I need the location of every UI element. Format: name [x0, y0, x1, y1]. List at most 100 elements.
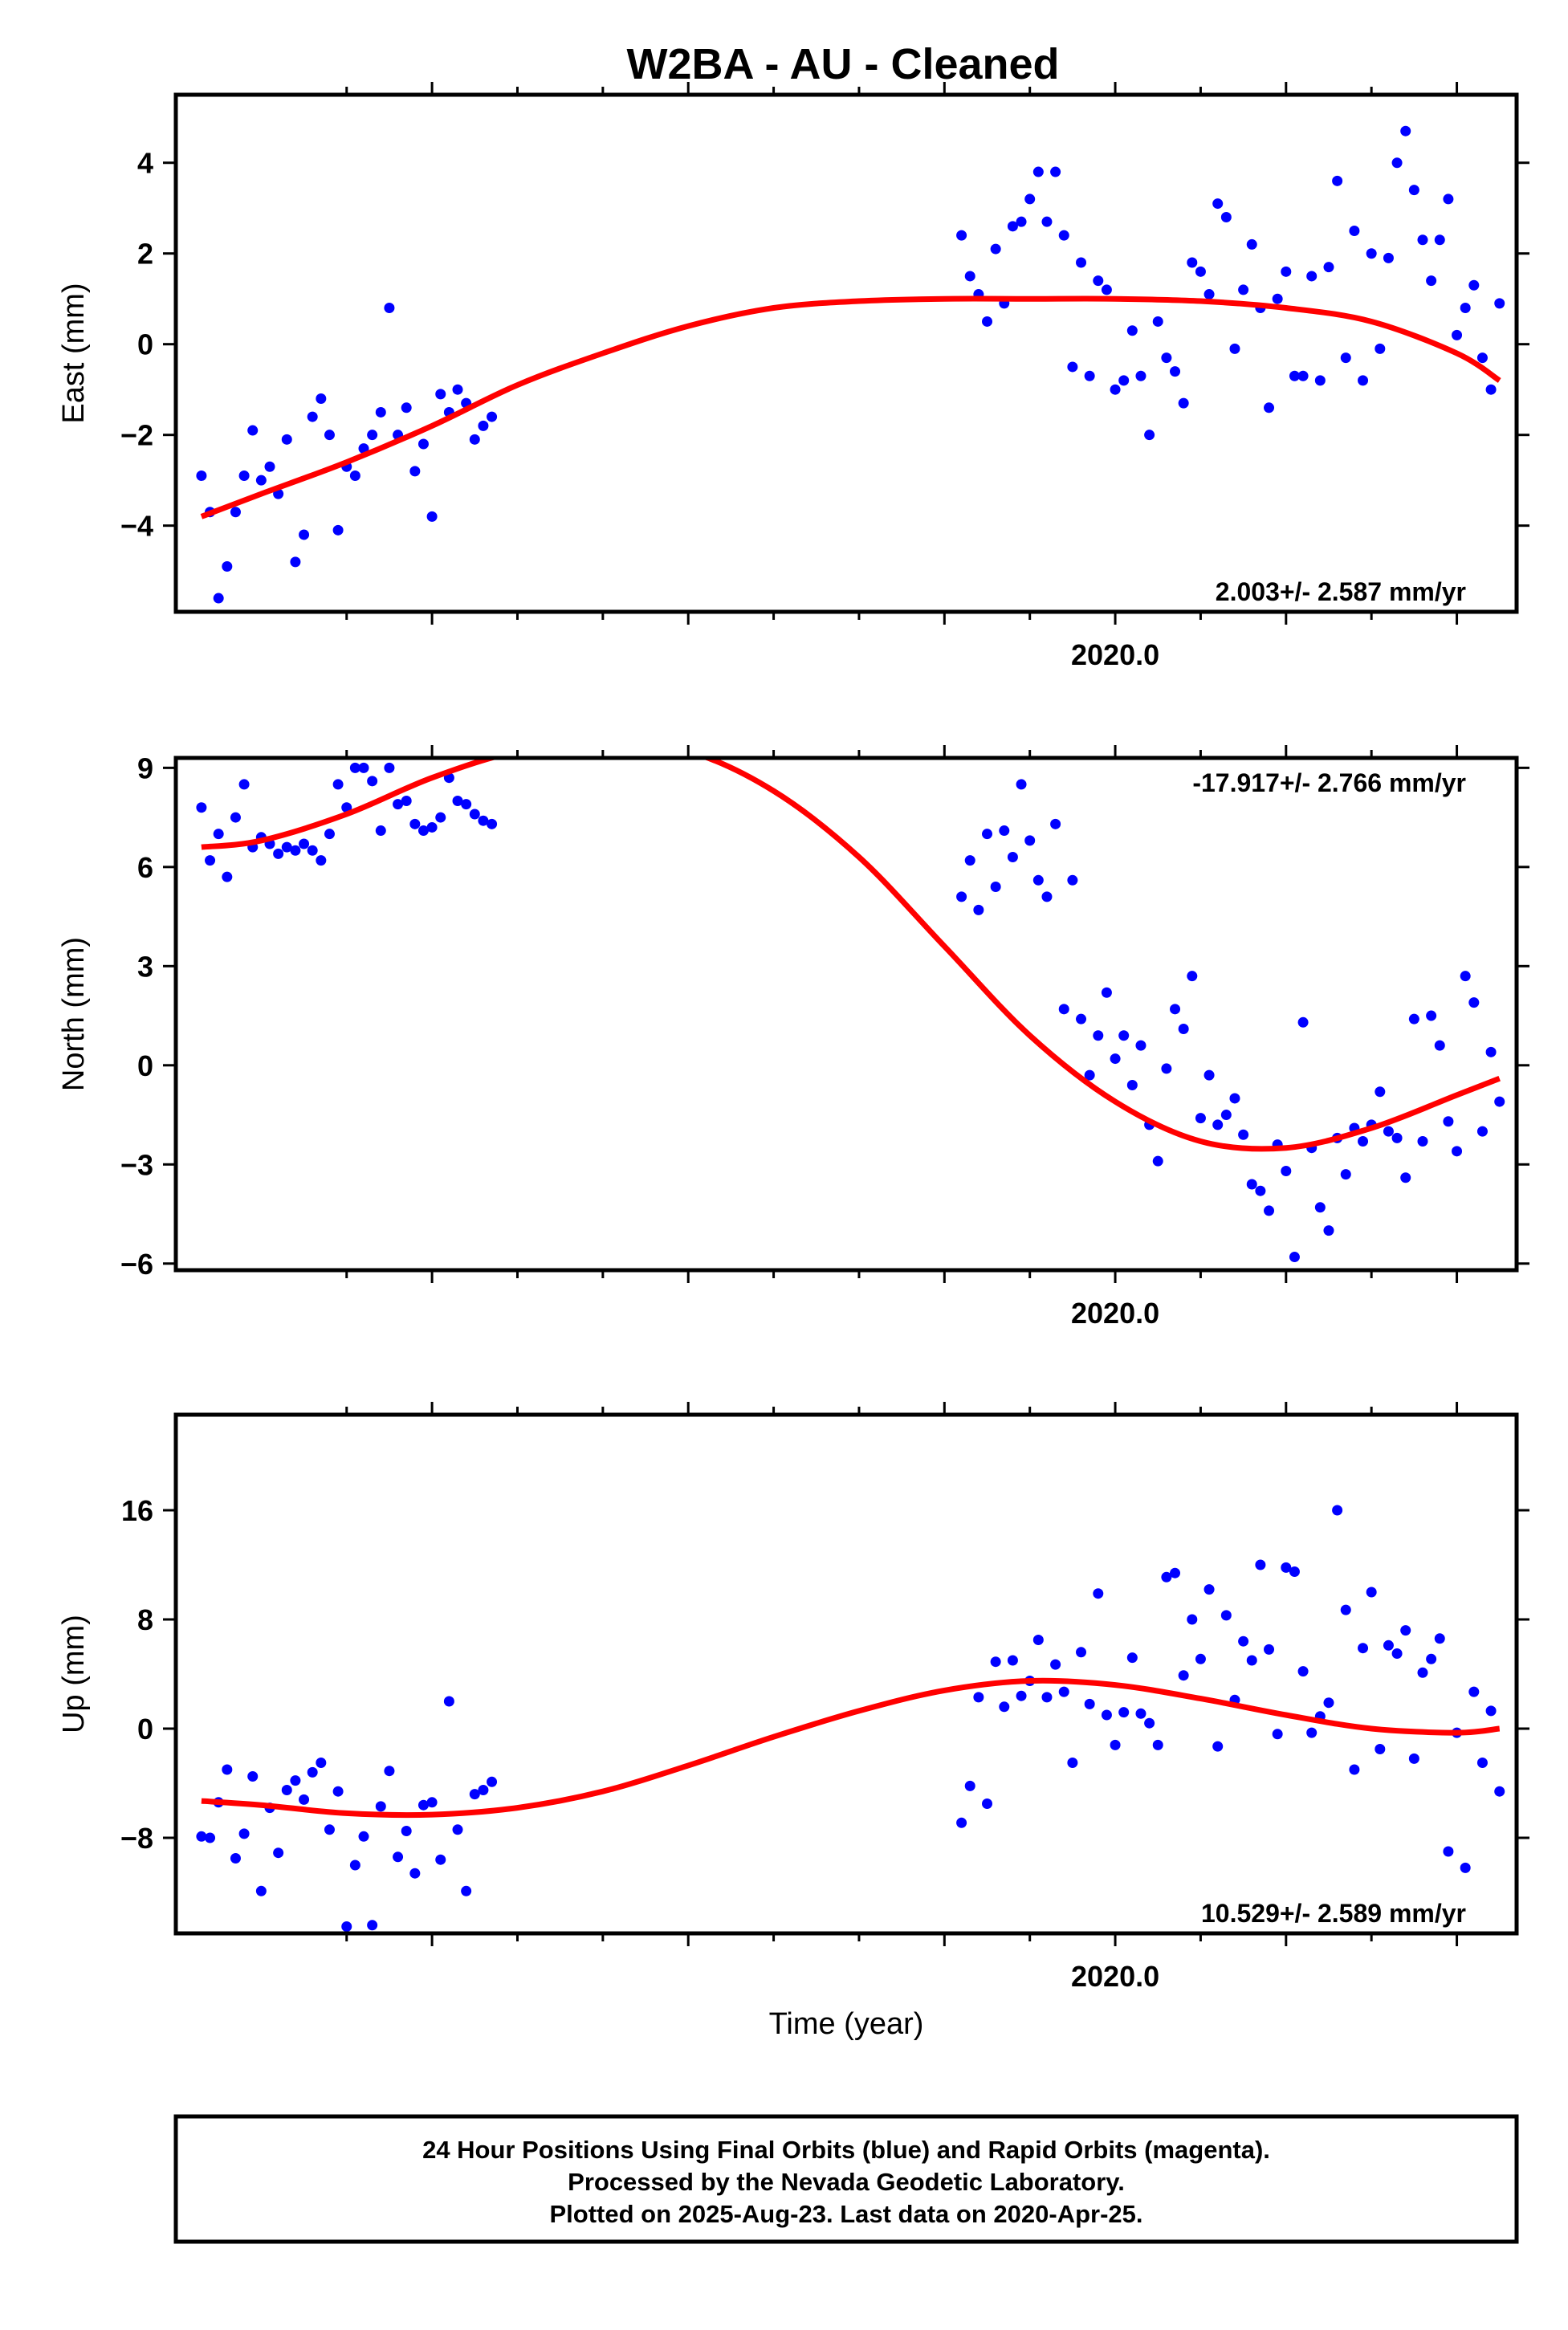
data-point: [1238, 1635, 1249, 1647]
data-point: [1494, 1786, 1505, 1797]
data-point: [367, 1920, 378, 1931]
data-point: [375, 825, 386, 837]
data-point: [1426, 275, 1437, 287]
data-point: [417, 825, 429, 837]
data-point: [358, 1831, 369, 1842]
data-point: [324, 430, 335, 441]
plot-area: [196, 1505, 1505, 1932]
data-point: [238, 1828, 250, 1839]
plot-area: [196, 125, 1505, 604]
data-point: [426, 1797, 438, 1808]
data-point: [255, 475, 267, 486]
data-point: [999, 825, 1010, 837]
data-point: [435, 812, 446, 823]
data-point: [1281, 266, 1292, 277]
data-point: [982, 1798, 993, 1809]
data-point: [1417, 1135, 1428, 1147]
data-point: [401, 402, 412, 413]
data-point: [1238, 1129, 1249, 1140]
data-point: [487, 1776, 498, 1787]
data-point: [1246, 238, 1257, 250]
data-point: [1485, 1046, 1497, 1057]
data-point: [1152, 316, 1163, 327]
data-point: [281, 841, 292, 853]
data-point: [196, 470, 207, 482]
data-point: [964, 855, 975, 866]
data-point: [1144, 1717, 1155, 1729]
data-point: [255, 1885, 267, 1896]
data-point: [1281, 1166, 1292, 1177]
footer-line-1: 24 Hour Positions Using Final Orbits (bl…: [422, 2136, 1270, 2164]
data-point: [299, 838, 310, 849]
data-point: [332, 1786, 344, 1797]
data-point: [1050, 1659, 1061, 1670]
data-point: [1076, 1647, 1087, 1658]
east-panel: 2020.0 4 2 0 −2 −4 East (mm) 2.003+/- 2.587 mm/…: [57, 82, 1529, 671]
data-point: [393, 799, 404, 810]
data-point: [247, 1771, 259, 1782]
data-point: [1135, 1708, 1146, 1719]
data-point: [999, 1701, 1010, 1713]
y-tick-label: −6: [120, 1248, 153, 1281]
data-point: [341, 1921, 352, 1932]
data-point: [1297, 1016, 1309, 1028]
data-point: [1289, 1566, 1300, 1577]
x-tick-label: 2020.0: [1071, 638, 1159, 671]
data-point: [1375, 1744, 1386, 1754]
data-point: [1332, 175, 1343, 186]
north-panel: 2020.0 9 6 3 0 −3 −6 North (mm) -17.917+/- 2.766…: [57, 745, 1529, 1330]
data-point: [1272, 1729, 1283, 1740]
y-tick-label: 3: [137, 950, 153, 983]
data-point: [1349, 1764, 1360, 1775]
data-point: [1476, 1758, 1488, 1768]
data-point: [1485, 1705, 1497, 1717]
data-point: [1255, 1185, 1266, 1196]
data-point: [1084, 1069, 1095, 1081]
data-point: [1314, 1202, 1326, 1213]
data-point: [1126, 1079, 1138, 1090]
plot-frame: [173, 92, 1519, 614]
data-point: [1323, 262, 1334, 273]
data-point: [1264, 1205, 1275, 1216]
data-point: [1452, 329, 1463, 340]
data-point: [1366, 248, 1377, 259]
data-point: [281, 434, 292, 445]
data-point: [435, 389, 446, 400]
data-point: [956, 1817, 967, 1828]
data-point: [1460, 303, 1471, 314]
footer-border: [173, 2114, 1519, 2244]
data-point: [1391, 157, 1403, 169]
data-point: [1297, 370, 1309, 381]
data-point: [1434, 234, 1445, 246]
data-point: [1135, 1040, 1146, 1051]
data-point: [1323, 1697, 1334, 1709]
data-point: [1178, 1670, 1189, 1681]
plot-frame: [173, 756, 1519, 1273]
data-point: [1460, 971, 1471, 982]
data-point: [1340, 352, 1351, 364]
data-point: [1084, 370, 1095, 381]
rate-label: -17.917+/- 2.766 mm/yr: [1192, 768, 1466, 797]
data-point: [1093, 1030, 1104, 1041]
data-point: [1417, 234, 1428, 246]
data-point: [409, 818, 421, 829]
data-point: [238, 470, 250, 482]
data-point: [982, 829, 993, 840]
data-point: [452, 1824, 463, 1835]
data-point: [1007, 1655, 1018, 1666]
data-point: [1375, 1086, 1386, 1098]
data-point: [1264, 1644, 1275, 1655]
data-point: [443, 1696, 454, 1707]
data-point: [1050, 818, 1061, 829]
data-point: [1032, 1635, 1044, 1645]
data-point: [1452, 1146, 1463, 1157]
data-point: [478, 420, 489, 431]
data-point: [1118, 1030, 1130, 1041]
data-point: [409, 1868, 421, 1879]
data-point: [973, 1692, 984, 1703]
data-point: [1383, 1126, 1394, 1137]
data-point: [1067, 874, 1078, 886]
data-point: [461, 1885, 472, 1896]
data-point: [1494, 298, 1505, 309]
